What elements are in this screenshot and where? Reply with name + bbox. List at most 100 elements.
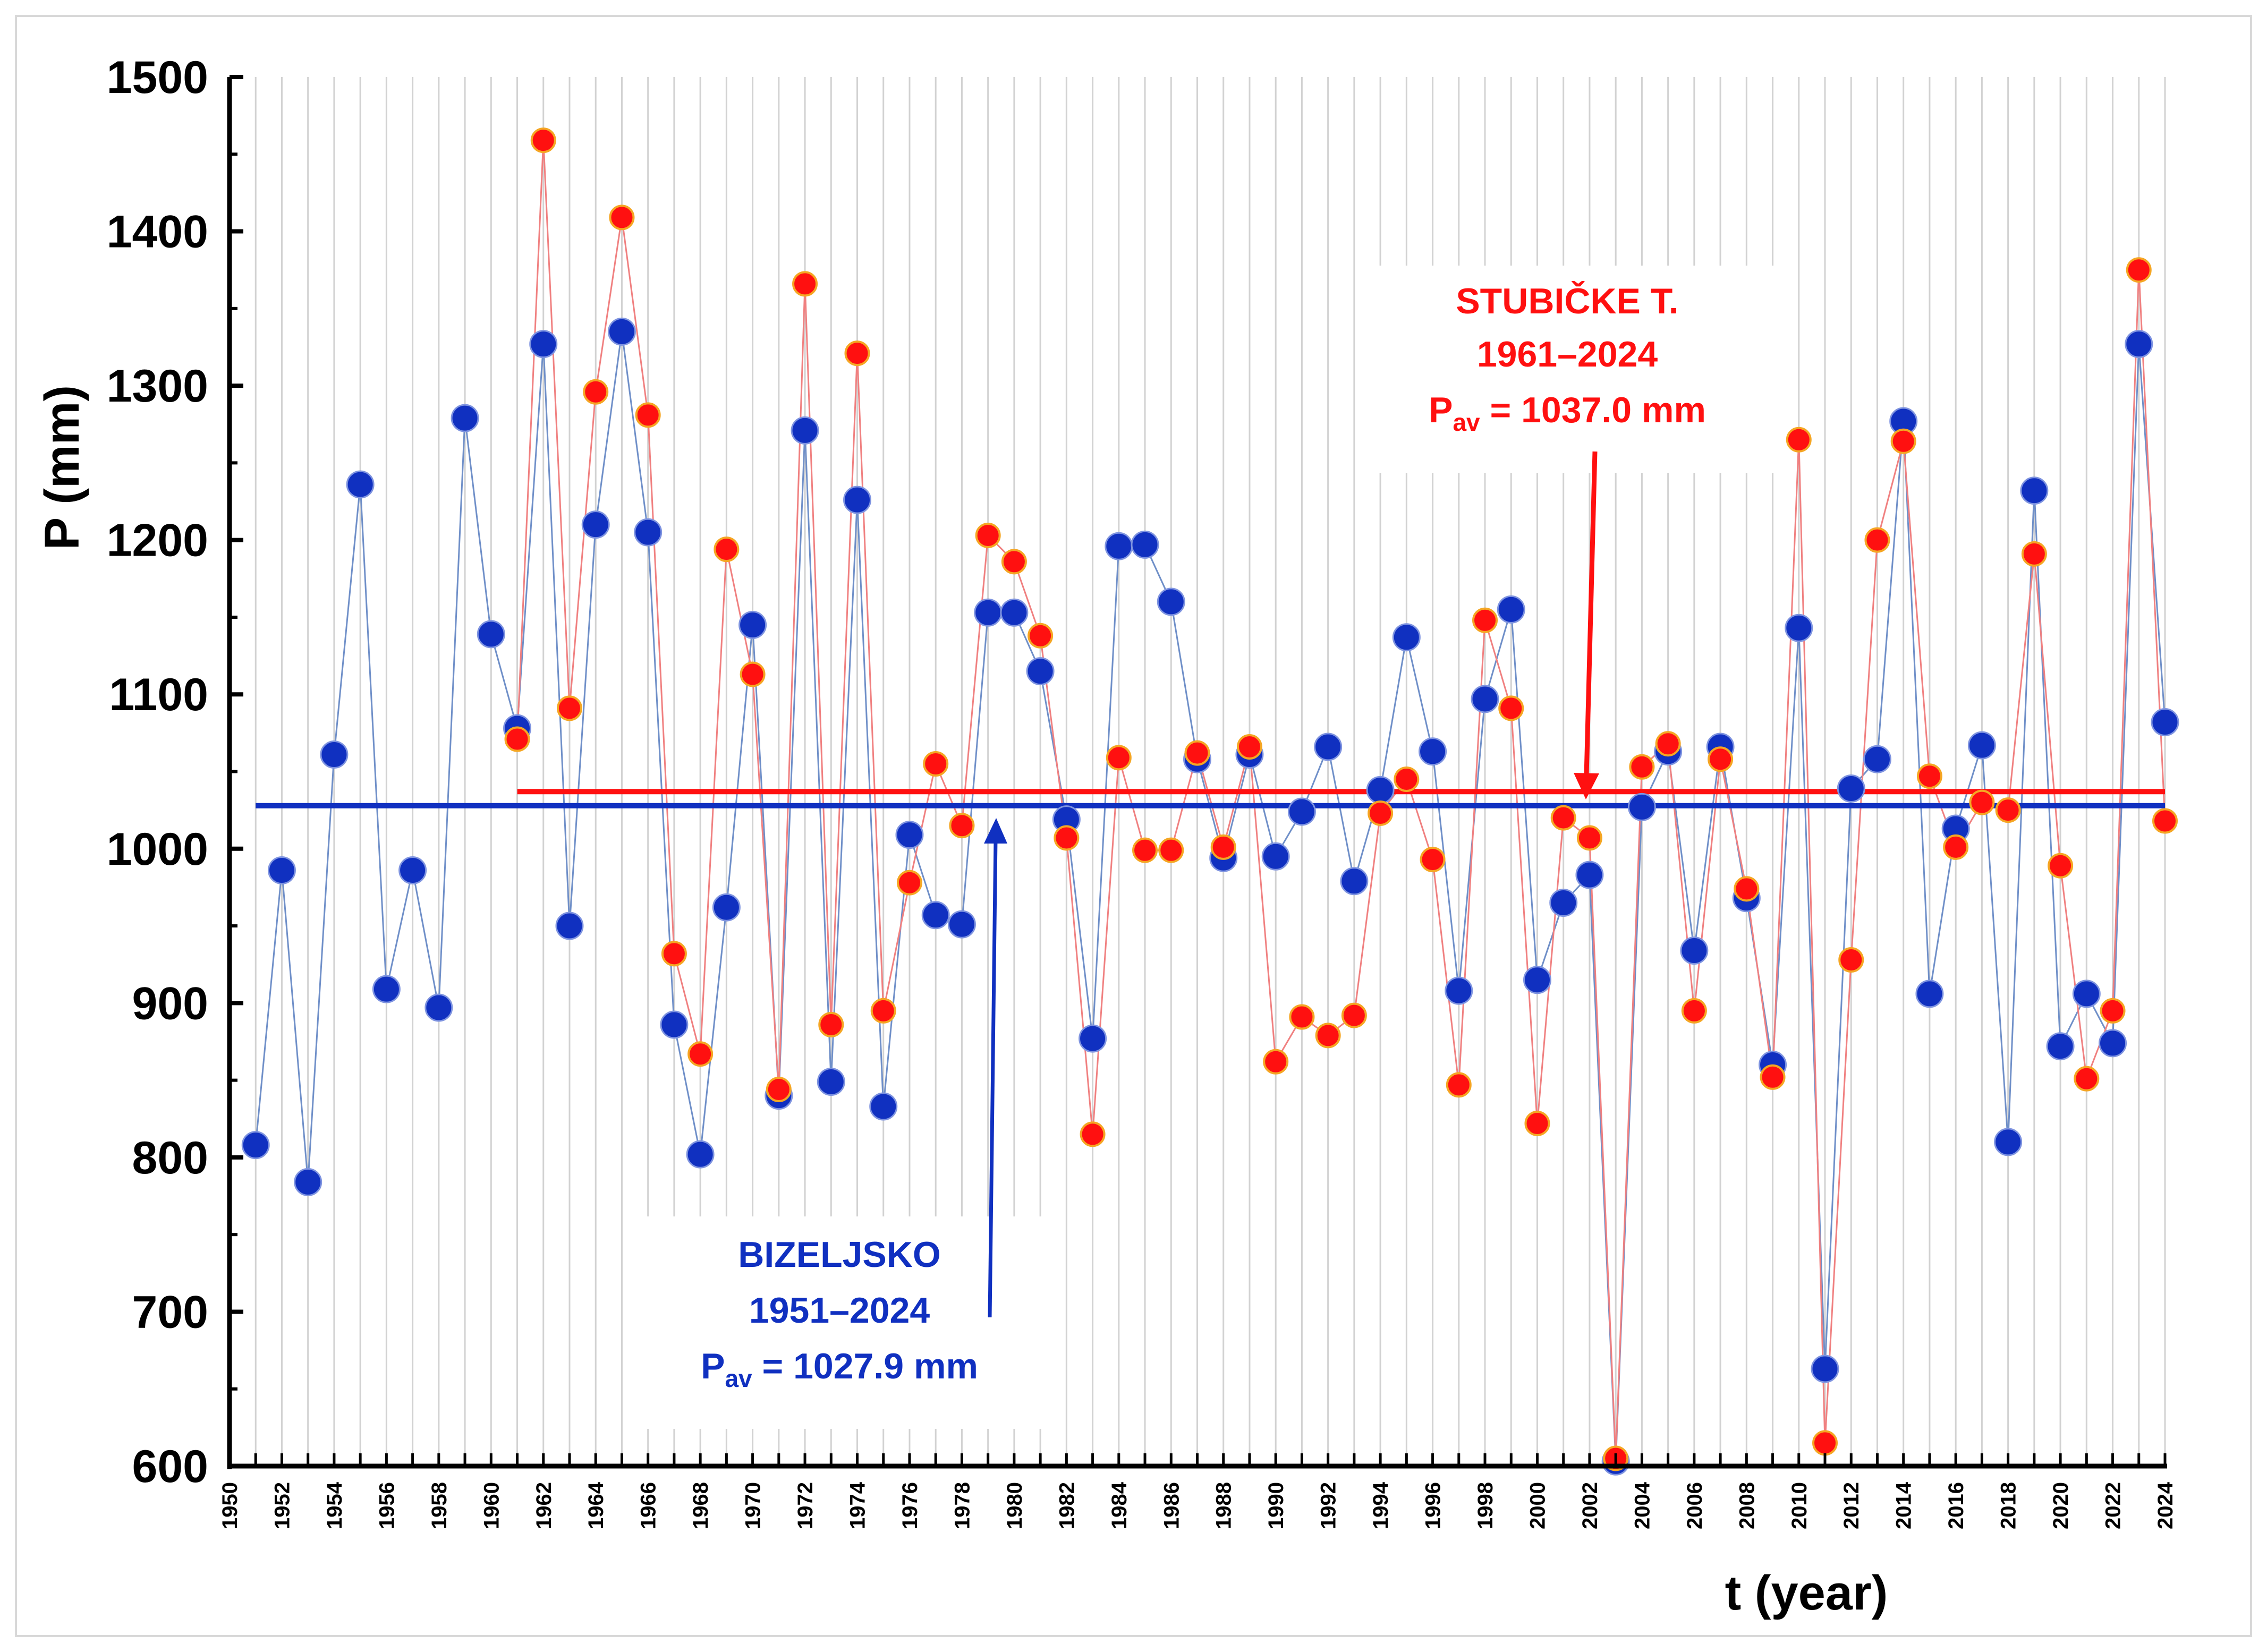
data-point-stubicke: [1236, 734, 1262, 760]
data-point-stubicke: [818, 1012, 844, 1038]
data-point-stubicke: [1760, 1064, 1786, 1090]
data-point-bizeljsko: [1157, 587, 1185, 616]
x-tick-label: 1958: [428, 1482, 451, 1529]
data-point-stubicke: [635, 402, 661, 428]
bizeljsko-arrow-shaft: [988, 839, 998, 1318]
x-axis-title: t (year): [1725, 1566, 1888, 1620]
x-tick-label: 1986: [1160, 1482, 1183, 1529]
x-tick-label: 1956: [375, 1482, 398, 1529]
x-tick-label: 2022: [2102, 1482, 2125, 1529]
bizeljsko-period: 1951–2024: [749, 1290, 930, 1331]
data-point-bizeljsko: [1079, 1024, 1107, 1053]
x-tick-label: 1972: [794, 1482, 817, 1529]
data-point-bizeljsko: [686, 1140, 715, 1169]
stubicke-annotation: STUBIČKE T. 1961–2024 Pav = 1037.0 mm: [1360, 266, 1774, 799]
y-tick-label: 1000: [107, 824, 208, 875]
data-point-stubicke: [1472, 607, 1498, 633]
data-point-stubicke: [714, 537, 740, 563]
average-lines: [256, 789, 2165, 808]
data-point-bizeljsko: [1811, 1355, 1839, 1383]
data-point-stubicke: [1158, 837, 1184, 863]
data-point-stubicke: [1550, 805, 1576, 831]
data-point-stubicke: [1838, 947, 1864, 973]
data-point-stubicke: [740, 661, 766, 687]
data-point-stubicke: [687, 1041, 714, 1067]
data-point-bizeljsko: [1994, 1128, 2023, 1156]
data-point-stubicke: [2152, 808, 2178, 834]
data-point-stubicke: [1106, 745, 1132, 771]
bizeljsko-annotation: BIZELJSKO 1951–2024 Pav = 1027.9 mm: [632, 818, 1047, 1429]
y-tick-label: 800: [132, 1132, 209, 1183]
x-tick-label: 2002: [1578, 1482, 1602, 1529]
bizeljsko-pav-value: = 1027.9 mm: [752, 1346, 978, 1386]
stubicke-arrow-shaft: [1584, 451, 1598, 776]
data-point-bizeljsko: [895, 821, 924, 849]
x-tick-label: 1968: [689, 1482, 712, 1529]
data-point-bizeljsko: [712, 893, 741, 922]
data-point-stubicke: [609, 205, 635, 231]
data-point-bizeljsko: [974, 598, 1003, 627]
data-point-stubicke: [1446, 1072, 1472, 1098]
data-point-bizeljsko: [2046, 1032, 2075, 1061]
data-point-bizeljsko: [2151, 708, 2179, 737]
data-point-stubicke: [949, 813, 975, 839]
x-tick-label: 1998: [1474, 1482, 1497, 1529]
data-point-bizeljsko: [1471, 685, 1499, 713]
data-point-stubicke: [2048, 853, 2074, 879]
data-point-bizeljsko: [2099, 1029, 2127, 1058]
data-point-bizeljsko: [372, 975, 401, 1003]
data-point-bizeljsko: [451, 404, 479, 432]
data-point-bizeljsko: [477, 620, 505, 649]
x-tick-label: 1980: [1003, 1482, 1026, 1529]
data-point-stubicke: [1708, 746, 1734, 772]
data-point-stubicke: [1786, 427, 1812, 453]
x-tick-label: 1976: [898, 1482, 922, 1529]
data-point-stubicke: [1394, 767, 1420, 793]
data-point-bizeljsko: [1445, 976, 1473, 1005]
data-point-stubicke: [661, 941, 687, 967]
x-tick-label: 2020: [2049, 1482, 2073, 1529]
data-point-stubicke: [1368, 800, 1394, 826]
bizeljsko-arrow-head: [984, 818, 1007, 844]
stubicke-pav-prefix: P: [1429, 390, 1453, 430]
data-point-bizeljsko: [1366, 776, 1395, 804]
data-point-stubicke: [1001, 549, 1027, 575]
y-tick-label: 600: [132, 1441, 209, 1492]
data-point-stubicke: [2100, 998, 2126, 1024]
data-point-bizeljsko: [660, 1010, 689, 1039]
data-point-stubicke: [2074, 1066, 2100, 1092]
data-point-stubicke: [1132, 837, 1158, 863]
x-tick-label: 1992: [1317, 1482, 1340, 1529]
x-tick-label: 1960: [480, 1482, 503, 1529]
x-tick-label: 2010: [1788, 1482, 1811, 1529]
data-point-bizeljsko: [1392, 623, 1421, 652]
data-point-bizeljsko: [1105, 532, 1133, 560]
y-axis-title: P (mm): [35, 385, 89, 550]
data-point-bizeljsko: [1419, 737, 1447, 766]
data-point-stubicke: [1054, 825, 1080, 851]
data-point-stubicke: [1341, 1002, 1367, 1028]
data-point-stubicke: [870, 998, 896, 1024]
data-point-bizeljsko: [1837, 774, 1865, 803]
y-tick-label: 900: [132, 978, 209, 1029]
data-point-stubicke: [1524, 1110, 1550, 1136]
data-point-bizeljsko: [294, 1168, 322, 1196]
data-point-bizeljsko: [346, 470, 375, 499]
x-tick-label: 2016: [1945, 1482, 1968, 1529]
x-tick-label: 1964: [584, 1481, 608, 1529]
bizeljsko-pav-prefix: P: [701, 1346, 725, 1386]
data-point-bizeljsko: [634, 518, 663, 547]
data-point-bizeljsko: [738, 610, 767, 639]
x-tick-label: 2004: [1631, 1481, 1654, 1529]
stubicke-pav-sub: av: [1453, 408, 1480, 436]
data-point-bizeljsko: [1915, 980, 1944, 1008]
x-tick-label: 1954: [323, 1481, 346, 1529]
data-point-stubicke: [896, 870, 922, 896]
stubicke-arrow-head: [1574, 773, 1599, 799]
stubicke-pav: Pav = 1037.0 mm: [1429, 390, 1706, 436]
y-tick-label: 1500: [107, 52, 208, 103]
x-tick-label: 1952: [270, 1482, 294, 1529]
data-point-bizeljsko: [2020, 476, 2049, 505]
data-point-bizeljsko: [817, 1068, 845, 1096]
data-point-stubicke: [530, 127, 556, 154]
